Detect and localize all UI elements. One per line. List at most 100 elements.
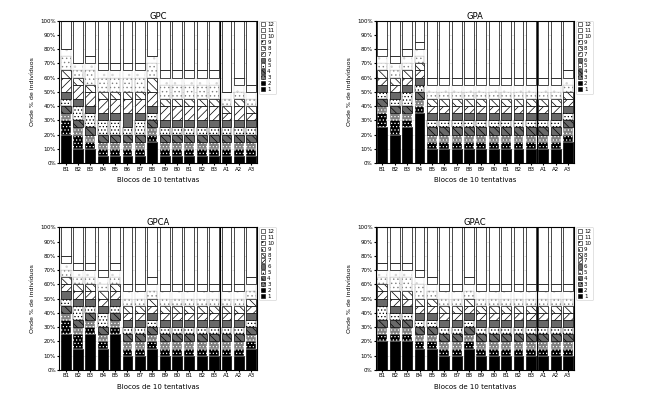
Bar bbox=[539, 327, 548, 334]
Bar bbox=[402, 313, 412, 320]
Bar bbox=[477, 313, 486, 320]
Bar bbox=[378, 92, 387, 99]
Bar bbox=[390, 120, 400, 135]
Bar bbox=[414, 49, 424, 56]
Bar bbox=[464, 349, 474, 370]
Bar bbox=[489, 135, 499, 142]
Bar bbox=[110, 320, 120, 327]
Bar bbox=[197, 313, 207, 320]
Bar bbox=[160, 291, 170, 299]
Bar bbox=[378, 277, 387, 284]
Bar bbox=[440, 127, 449, 135]
Bar bbox=[160, 149, 170, 156]
Bar bbox=[222, 113, 232, 120]
Bar bbox=[501, 284, 511, 291]
X-axis label: Blocos de 10 tentativas: Blocos de 10 tentativas bbox=[434, 177, 516, 183]
Bar bbox=[563, 199, 573, 284]
Bar bbox=[123, 142, 133, 149]
Bar bbox=[550, 92, 560, 99]
Bar bbox=[234, 299, 244, 306]
Bar bbox=[73, 270, 83, 277]
Bar bbox=[414, 306, 424, 313]
Bar bbox=[477, 306, 486, 313]
Bar bbox=[184, 306, 194, 313]
Bar bbox=[526, 349, 536, 356]
Bar bbox=[539, 149, 548, 163]
Bar bbox=[390, 327, 400, 334]
Bar bbox=[501, 342, 511, 349]
Bar bbox=[402, 49, 412, 56]
Bar bbox=[526, 306, 536, 313]
Bar bbox=[197, 356, 207, 370]
Bar bbox=[451, 213, 461, 284]
Bar bbox=[110, 78, 120, 92]
Bar bbox=[61, 313, 71, 320]
Bar bbox=[184, 149, 194, 156]
Bar bbox=[110, 291, 120, 299]
Bar bbox=[526, 291, 536, 299]
Bar bbox=[209, 135, 219, 142]
Bar bbox=[526, 327, 536, 334]
Bar bbox=[209, 85, 219, 99]
Bar bbox=[477, 135, 486, 142]
Bar bbox=[402, 127, 412, 163]
Bar bbox=[85, 313, 95, 320]
Bar bbox=[110, 149, 120, 156]
Bar bbox=[123, 92, 133, 99]
Bar bbox=[73, 284, 83, 291]
Bar bbox=[73, 349, 83, 370]
Bar bbox=[563, 70, 573, 78]
Bar bbox=[135, 113, 145, 120]
Bar bbox=[85, 21, 95, 56]
Bar bbox=[451, 135, 461, 142]
Bar bbox=[464, 120, 474, 127]
Bar bbox=[110, 99, 120, 113]
Bar bbox=[135, 14, 145, 63]
Bar bbox=[563, 78, 573, 85]
Bar bbox=[464, 306, 474, 313]
Bar bbox=[234, 142, 244, 149]
Bar bbox=[550, 334, 560, 342]
Bar bbox=[501, 334, 511, 342]
Bar bbox=[489, 113, 499, 120]
Bar bbox=[427, 78, 437, 85]
Bar bbox=[209, 327, 219, 334]
Bar bbox=[440, 320, 449, 327]
Bar bbox=[440, 299, 449, 306]
Bar bbox=[234, 327, 244, 334]
Bar bbox=[464, 78, 474, 85]
Bar bbox=[234, 349, 244, 356]
Bar bbox=[98, 99, 108, 113]
Bar bbox=[123, 135, 133, 142]
Bar bbox=[390, 263, 400, 270]
Bar bbox=[197, 70, 207, 78]
Bar bbox=[222, 356, 232, 370]
Bar bbox=[464, 127, 474, 135]
Bar bbox=[123, 14, 133, 63]
Bar bbox=[464, 334, 474, 342]
Bar bbox=[427, 92, 437, 99]
Bar bbox=[563, 291, 573, 299]
Bar bbox=[513, 299, 523, 306]
Bar bbox=[513, 320, 523, 327]
Bar bbox=[440, 85, 449, 92]
Bar bbox=[402, 320, 412, 327]
Bar bbox=[378, 56, 387, 63]
Bar bbox=[172, 120, 182, 127]
Bar bbox=[246, 156, 256, 163]
Bar bbox=[390, 277, 400, 291]
Bar bbox=[160, 327, 170, 334]
Bar bbox=[110, 313, 120, 320]
Bar bbox=[513, 85, 523, 92]
Bar bbox=[222, 156, 232, 163]
Bar bbox=[73, 85, 83, 99]
Bar bbox=[197, 334, 207, 342]
Bar bbox=[378, 327, 387, 334]
Bar bbox=[197, 342, 207, 349]
Bar bbox=[246, 277, 256, 284]
Bar bbox=[147, 342, 157, 349]
Bar bbox=[222, 99, 232, 106]
Bar bbox=[451, 327, 461, 334]
Bar bbox=[539, 334, 548, 342]
Bar bbox=[451, 284, 461, 291]
